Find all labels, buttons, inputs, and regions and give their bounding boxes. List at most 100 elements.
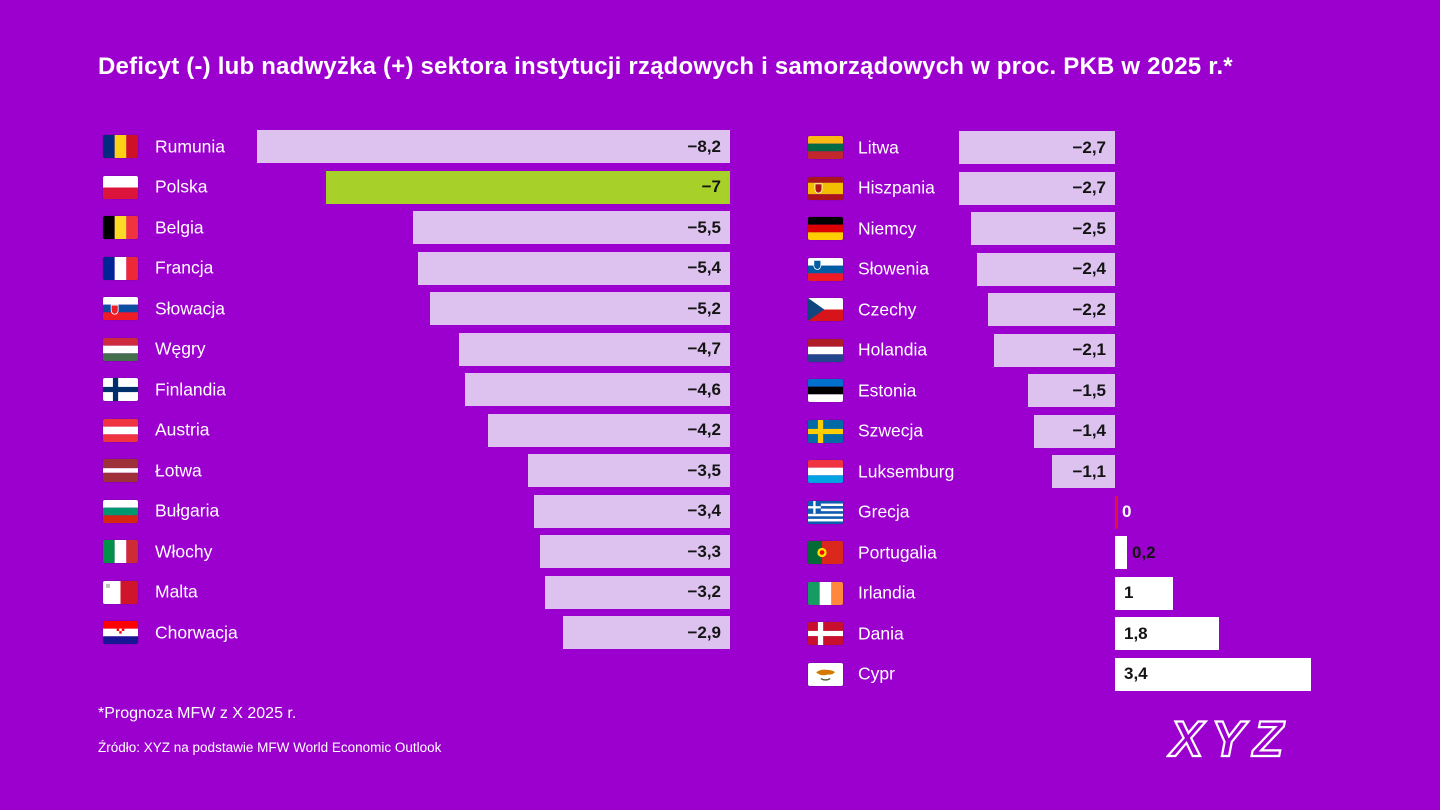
- irlandia-flag-icon: [808, 581, 843, 605]
- austria-flag-icon: [103, 418, 138, 442]
- value-label: −2,5: [1072, 218, 1106, 238]
- finlandia-flag-icon: [103, 378, 138, 401]
- value-label: −1,5: [1072, 380, 1106, 400]
- grecja-flag-icon: [808, 500, 843, 524]
- country-label: Bułgaria: [155, 500, 220, 521]
- value-label: −4,6: [687, 379, 721, 399]
- value-bar: −3,4: [534, 494, 730, 528]
- malta-flag-icon: [103, 580, 138, 604]
- estonia-flag-icon: [808, 379, 843, 402]
- value-bar: −2,2: [988, 293, 1115, 326]
- value-label: −5,4: [687, 258, 721, 277]
- value-bar: 1,8: [1115, 617, 1219, 650]
- zero-marker: [1115, 495, 1118, 529]
- country-label: Węgry: [155, 338, 206, 359]
- chart-row-czechy: Czechy −2,2: [808, 293, 1368, 326]
- value-label: 0,2: [1132, 542, 1156, 562]
- chart-title: Deficyt (-) lub nadwyżka (+) sektora ins…: [98, 53, 1233, 80]
- value-label: −1,4: [1072, 421, 1106, 440]
- country-label: Cypr: [858, 663, 895, 684]
- cypr-flag-icon: [808, 662, 843, 686]
- value-bar: −2,4: [977, 252, 1115, 286]
- chart-row-lotwa: Łotwa −3,5: [103, 454, 730, 487]
- portugalia-flag-icon: [808, 541, 843, 564]
- czechy-flag-icon: [808, 298, 843, 321]
- chart-row-litwa: Litwa −2,7: [808, 131, 1368, 164]
- value-label: 3,4: [1124, 664, 1148, 683]
- country-label: Estonia: [858, 380, 917, 400]
- luksemburg-flag-icon: [808, 460, 843, 483]
- value-label: 0: [1122, 502, 1132, 521]
- chart-row-bulgaria: Bułgaria −3,4: [103, 494, 730, 528]
- niemcy-flag-icon: [808, 217, 843, 240]
- value-label: −1,1: [1072, 461, 1106, 481]
- value-bar: −3,2: [545, 575, 730, 609]
- value-label: −3,5: [687, 460, 721, 480]
- chorwacja-flag-icon: [103, 621, 138, 644]
- chart-row-wlochy: Włochy −3,3: [103, 535, 730, 568]
- country-label: Malta: [155, 581, 198, 602]
- value-bar: −1,1: [1052, 455, 1115, 488]
- value-bar: −1,4: [1034, 414, 1115, 448]
- value-bar: −2,5: [971, 212, 1115, 245]
- country-label: Łotwa: [155, 460, 202, 480]
- country-label: Irlandia: [858, 582, 916, 603]
- country-label: Szwecja: [858, 420, 924, 441]
- chart-row-rumunia: Rumunia −8,2: [103, 130, 730, 163]
- slowacja-flag-icon: [103, 297, 138, 320]
- chart-column-right: Litwa −2,7 Hiszpania −2,7 Niemcy −2,5 Słowenia…: [808, 131, 1368, 698]
- chart-row-slowenia: Słowenia −2,4: [808, 252, 1368, 286]
- litwa-flag-icon: [808, 136, 843, 159]
- chart-row-polska: Polska −7: [103, 170, 730, 204]
- value-label: 1,8: [1124, 623, 1148, 643]
- footnote: *Prognoza MFW z X 2025 r.: [98, 705, 297, 722]
- chart-row-francja: Francja −5,4: [103, 251, 730, 285]
- rumunia-flag-icon: [103, 135, 138, 158]
- chart-row-niemcy: Niemcy −2,5: [808, 212, 1368, 245]
- value-bar: −7: [326, 170, 730, 204]
- country-label: Grecja: [858, 501, 910, 522]
- value-bar: 3,4: [1115, 657, 1311, 691]
- chart-row-belgia: Belgia −5,5: [103, 211, 730, 244]
- chart-row-cypr: Cypr 3,4: [808, 657, 1368, 691]
- chart-row-hiszpania: Hiszpania −2,7: [808, 171, 1368, 205]
- bulgaria-flag-icon: [103, 499, 138, 523]
- chart-row-holandia: Holandia −2,1: [808, 333, 1368, 367]
- value-bar: −5,5: [413, 211, 730, 244]
- value-label: −5,2: [687, 298, 721, 318]
- slowenia-flag-icon: [808, 257, 843, 281]
- country-label: Niemcy: [858, 218, 917, 238]
- source-note: Źródło: XYZ na podstawie MFW World Econo…: [98, 740, 442, 755]
- chart-row-chorwacja: Chorwacja −2,9: [103, 616, 730, 649]
- value-label: −7: [701, 177, 721, 196]
- chart-row-malta: Malta −3,2: [103, 575, 730, 609]
- value-bar: −2,1: [994, 333, 1115, 367]
- value-label: −4,7: [687, 339, 721, 358]
- value-bar: −1,5: [1028, 374, 1115, 407]
- holandia-flag-icon: [808, 338, 843, 362]
- brand-logo-text: XYZ: [1167, 712, 1291, 767]
- wegry-flag-icon: [103, 337, 138, 361]
- belgia-flag-icon: [103, 216, 138, 239]
- value-label: −2,1: [1072, 340, 1106, 359]
- chart-row-szwecja: Szwecja −1,4: [808, 414, 1368, 448]
- value-bar: −2,7: [959, 171, 1115, 205]
- value-label: −2,4: [1072, 259, 1106, 278]
- chart-row-slowacja: Słowacja −5,2: [103, 292, 730, 325]
- lotwa-flag-icon: [103, 459, 138, 482]
- value-bar: −2,7: [959, 131, 1115, 164]
- value-bar: 1: [1115, 576, 1173, 610]
- value-label: −3,2: [687, 582, 721, 601]
- country-label: Belgia: [155, 217, 204, 237]
- value-bar: −3,3: [540, 535, 730, 568]
- value-bar: −8,2: [257, 130, 730, 163]
- value-label: −2,9: [687, 622, 721, 642]
- country-label: Chorwacja: [155, 622, 238, 642]
- country-label: Słowenia: [858, 258, 930, 279]
- country-label: Włochy: [155, 541, 213, 561]
- value-bar: −3,5: [528, 454, 730, 487]
- country-label: Dania: [858, 623, 904, 643]
- polska-flag-icon: [103, 175, 138, 199]
- country-label: Polska: [155, 176, 208, 197]
- chart-row-austria: Austria −4,2: [103, 413, 730, 447]
